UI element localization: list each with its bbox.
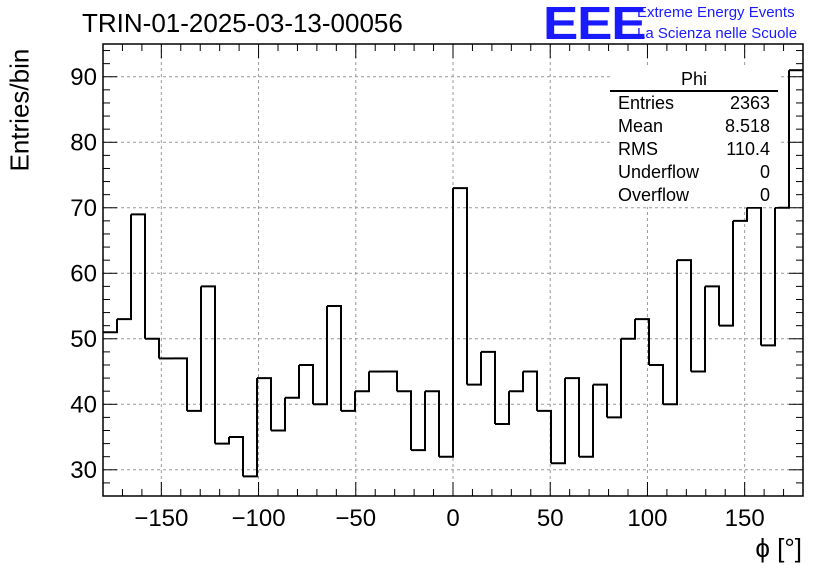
histogram-bin <box>719 220 734 327</box>
histogram-bin <box>145 337 160 359</box>
histogram-bin <box>201 285 216 444</box>
stats-value: 0 <box>759 162 770 182</box>
histogram-bin <box>425 390 440 457</box>
histogram-bin <box>397 390 412 451</box>
histogram-bin <box>551 378 566 465</box>
stats-label: Overflow <box>618 185 690 205</box>
x-tick-label: 50 <box>537 505 564 532</box>
logo-line1: Extreme Energy Events <box>637 4 795 21</box>
eee-logo: EEE <box>543 0 647 49</box>
histogram-bin <box>593 383 608 418</box>
histogram-bin <box>383 370 398 392</box>
histogram-bin <box>299 363 314 405</box>
histogram-bin <box>341 391 356 412</box>
x-tick-label: −50 <box>335 505 376 532</box>
histogram-bin <box>131 213 146 339</box>
x-tick-label: 0 <box>446 505 459 532</box>
histogram-bin <box>103 319 118 334</box>
histogram-bin <box>355 371 370 393</box>
histogram-bin <box>621 319 636 340</box>
stats-value: 110.4 <box>726 139 770 159</box>
y-tick-label: 30 <box>70 457 97 484</box>
histogram-bin <box>579 384 594 458</box>
histogram-bin <box>747 206 762 346</box>
x-tick-label: 100 <box>627 505 667 532</box>
histogram-bin <box>467 351 482 386</box>
y-tick-label: 90 <box>70 64 97 91</box>
histogram-bin <box>229 436 244 477</box>
histogram-bin <box>649 363 664 405</box>
y-tick-label: 40 <box>70 391 97 418</box>
y-tick-label: 80 <box>70 129 97 156</box>
histogram-bin <box>537 409 552 464</box>
stats-label: Mean <box>618 116 664 136</box>
histogram-bin <box>285 364 300 399</box>
logo-line2: La Scienza nelle Scuole <box>637 25 798 42</box>
stats-label: RMS <box>618 139 658 159</box>
stats-value: 0 <box>759 185 770 205</box>
histogram-bin <box>691 286 706 373</box>
histogram-bin <box>677 259 692 372</box>
y-tick-label: 70 <box>70 195 97 222</box>
histogram-bin <box>453 187 468 385</box>
histogram-bin <box>257 377 272 431</box>
y-tick-label: 50 <box>70 326 97 353</box>
histogram-bin <box>117 214 132 321</box>
histogram-bin <box>733 207 748 222</box>
histogram-bin <box>411 391 426 452</box>
stats-row-underflow: Underflow 0 <box>610 161 778 184</box>
stats-header: Phi <box>610 68 778 92</box>
histogram-bin <box>635 318 650 365</box>
stats-label: Entries <box>618 93 675 113</box>
stats-box: Phi Entries 2363 Mean 8.518 RMS 110.4 Un… <box>610 68 778 207</box>
x-tick-label: −150 <box>134 505 188 532</box>
stats-label: Underflow <box>618 162 700 182</box>
histogram-bin <box>565 377 580 457</box>
histogram-bin <box>439 188 454 458</box>
histogram-bin <box>607 338 622 419</box>
histogram-bin <box>327 305 342 411</box>
chart-title: TRIN-01-2025-03-13-00056 <box>82 8 403 38</box>
x-tick-label: 150 <box>725 505 765 532</box>
x-tick-label: −100 <box>232 505 286 532</box>
histogram-bin <box>509 371 524 393</box>
histogram-bin <box>705 285 720 326</box>
histogram-bin <box>215 437 230 445</box>
histogram-bin <box>495 391 510 425</box>
histogram-bin <box>313 306 328 406</box>
histogram-bin <box>481 350 496 424</box>
stats-row-overflow: Overflow 0 <box>610 184 778 207</box>
y-axis-label: Entries/bin <box>4 48 35 172</box>
y-tick-label: 60 <box>70 260 97 287</box>
stats-row-rms: RMS 110.4 <box>610 138 778 161</box>
histogram-bin <box>187 286 202 412</box>
stats-value: 8.518 <box>724 116 770 136</box>
histogram-bin <box>243 378 258 478</box>
histogram-bin <box>523 370 538 411</box>
stats-value: 2363 <box>729 93 770 113</box>
histogram-bin <box>775 70 790 209</box>
histogram-bin <box>663 260 678 406</box>
stats-row-entries: Entries 2363 <box>610 92 778 115</box>
histogram-bin <box>173 357 188 411</box>
stats-row-mean: Mean 8.518 <box>610 115 778 138</box>
x-axis-label: ϕ [°] <box>755 533 802 563</box>
histogram-bin <box>271 397 286 432</box>
histogram-bin <box>761 207 776 347</box>
